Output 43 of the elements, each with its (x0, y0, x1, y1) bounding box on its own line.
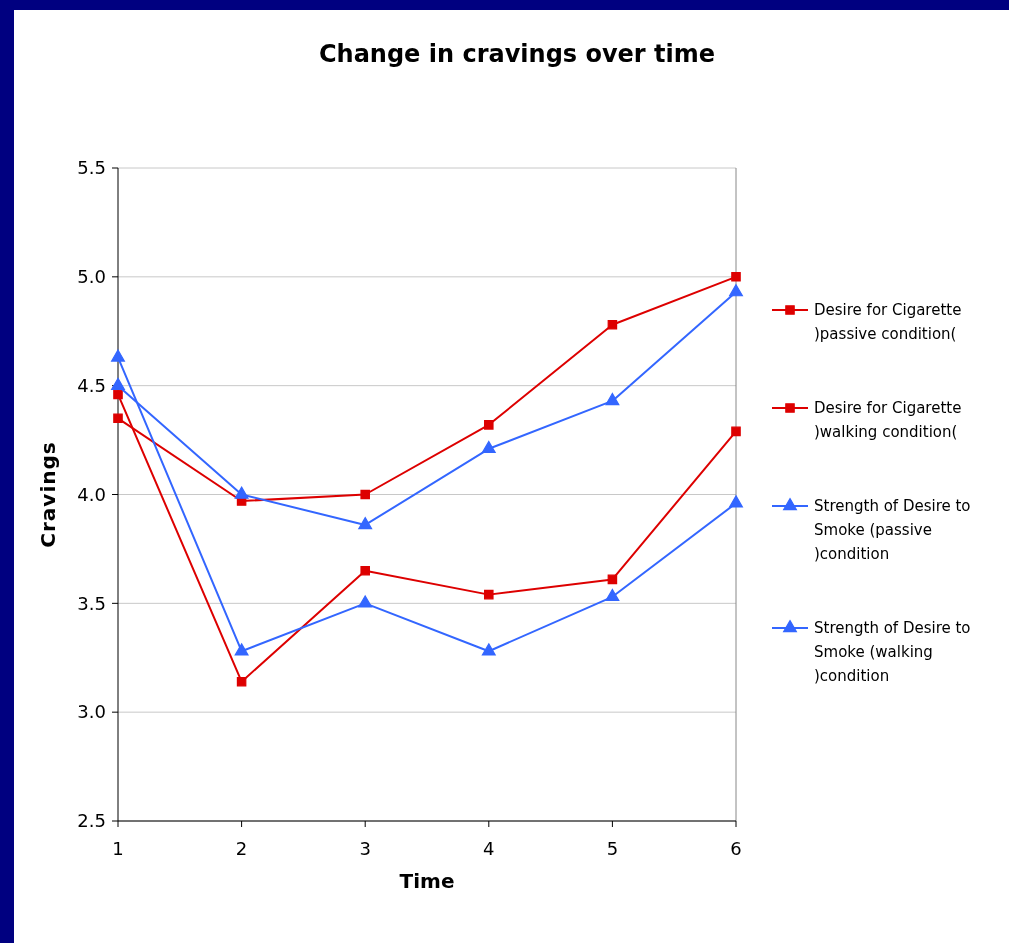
point (484, 589, 494, 600)
x-tick-label: 5 (606, 838, 619, 859)
point (481, 643, 496, 656)
point (731, 272, 741, 282)
point (481, 440, 496, 454)
point (113, 413, 123, 424)
point (607, 319, 618, 330)
point (111, 377, 125, 390)
x-axis-title: Time (399, 869, 455, 893)
point (360, 565, 370, 576)
point (729, 284, 743, 297)
legend-label: Strength of Desire to Smoke (walking )condition (814, 619, 971, 686)
y-axis-title: Cravings (36, 441, 60, 548)
x-tick-label: 4 (483, 838, 495, 859)
point (605, 588, 620, 602)
point (484, 420, 494, 430)
y-tick-label: 4.0 (77, 483, 106, 505)
legend-label: Desire for Cigarette )passive condition( (814, 301, 962, 344)
point (234, 643, 249, 656)
point (113, 389, 123, 400)
y-tick-label: 5.5 (77, 157, 106, 179)
point (729, 495, 743, 508)
x-tick-label: 6 (730, 838, 742, 859)
point (358, 517, 373, 530)
point (111, 349, 125, 362)
x-tick-label: 3 (359, 838, 371, 859)
point (731, 426, 741, 437)
x-tick-label: 1 (112, 838, 124, 859)
chart-title: Change in cravings over time (318, 40, 716, 68)
y-tick-label: 5.0 (77, 266, 106, 288)
point (236, 676, 247, 687)
point (234, 486, 249, 499)
legend-label: Strength of Desire to Smoke (passive )condition (814, 497, 971, 564)
point (607, 574, 618, 585)
y-tick-label: 3.0 (77, 701, 106, 723)
point (358, 595, 373, 608)
y-tick-label: 4.5 (77, 374, 106, 396)
point (605, 392, 620, 406)
x-tick-label: 2 (235, 838, 248, 859)
y-tick-label: 2.5 (77, 810, 106, 832)
point (360, 489, 370, 500)
y-tick-label: 3.5 (77, 592, 106, 614)
legend-label: Desire for Cigarette )walking condition( (814, 399, 962, 442)
